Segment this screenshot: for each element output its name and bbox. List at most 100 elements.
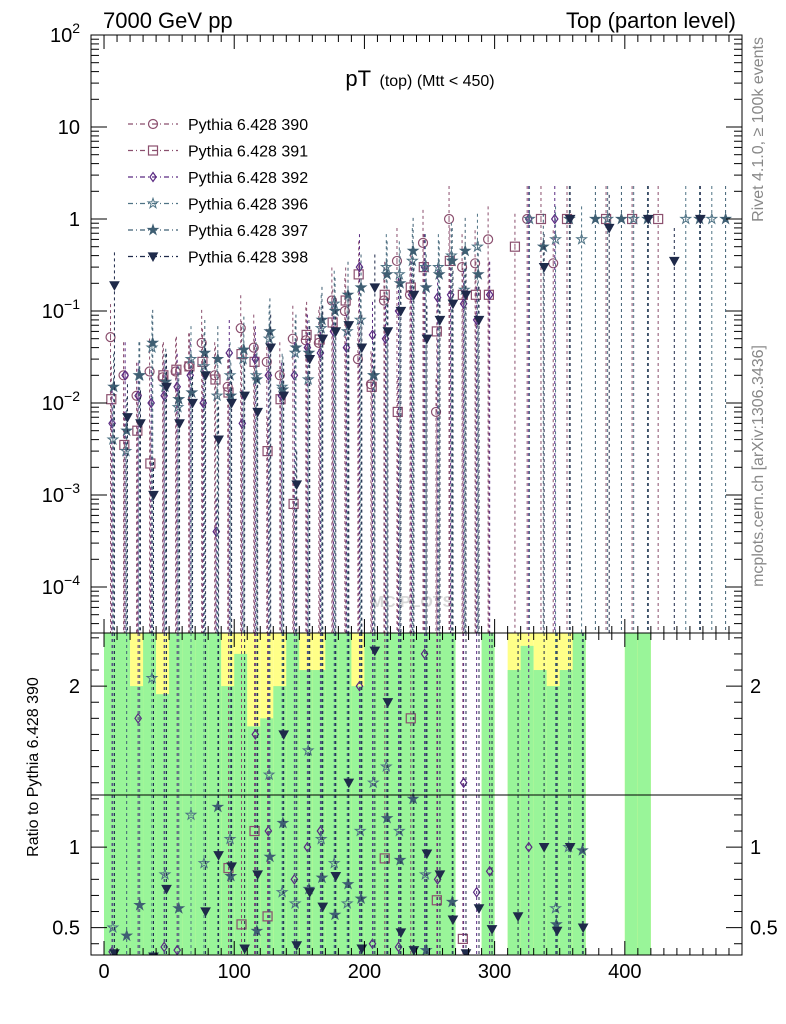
ratio-series-5-point-29 (577, 923, 589, 934)
series-5-point-12 (263, 324, 277, 337)
series-1-point-9 (222, 381, 233, 392)
ratio-series-2-point-4 (251, 728, 260, 740)
ratio-series-5-point-16 (382, 698, 394, 708)
series-1-point-27 (456, 262, 468, 273)
ratio-series-5-point-13 (343, 778, 355, 789)
series-4-point-22 (392, 267, 406, 280)
series-6-point-9 (226, 398, 237, 409)
chart-title: pT (top) (Mtt < 450) (345, 66, 494, 91)
series-6-point-33 (668, 256, 680, 267)
ratio-series-5-point-25 (512, 912, 524, 922)
series-5-point-16 (315, 313, 329, 326)
series-5-point-32 (614, 212, 628, 225)
ratio-series-1-point-2 (249, 825, 260, 837)
legend-label-6: Pythia 6.428 398 (188, 250, 308, 267)
band-green-4 (156, 694, 170, 955)
ratio-series-5-point-1 (148, 952, 159, 955)
series-6-point-13 (278, 391, 290, 402)
series-6-point-17 (330, 327, 342, 337)
series-1-point-14 (287, 333, 298, 344)
ratio-series-2-point-10 (368, 938, 377, 950)
ratio-series-4-point-0 (120, 928, 134, 942)
ratio-series-5-point-20 (434, 870, 446, 881)
series-5-point-21 (380, 267, 394, 280)
series-1-point-5 (170, 366, 181, 377)
series-5-point-22 (393, 276, 407, 289)
y-tick-label-ratio-right-1: 1 (750, 837, 761, 859)
y-tick-label-main-0: 1 (69, 209, 80, 231)
series-2-point-5 (171, 364, 182, 375)
series-1-point-21 (378, 295, 390, 306)
series-3-point-2 (134, 390, 143, 402)
series-1-point-0 (105, 332, 116, 343)
band-green-3 (143, 633, 157, 955)
series-2-point-35 (653, 213, 664, 225)
series-4-point-35 (705, 212, 719, 225)
ratio-series-1-point-1 (236, 919, 247, 930)
legend-item-4: Pythia 6.428 396 (128, 197, 308, 214)
ratio-series-2-point-5 (264, 825, 273, 837)
ratio-series-4-point-15 (406, 792, 420, 805)
series-5-point-9 (224, 388, 238, 402)
ratio-series-2-point-1 (134, 712, 143, 724)
series-1-point-12 (261, 356, 272, 367)
series-6-point-0 (109, 281, 120, 291)
axes-group: 0 100 200 300 400 102 10 1 10−1 10−2 10−3 10−4 0.5 0.… (42, 20, 778, 983)
y-tick-label-main--2: 10−2 (42, 388, 80, 415)
band-green-7 (195, 633, 209, 955)
legend-item-6: Pythia 6.428 398 (128, 250, 308, 267)
legend-marker-1 (147, 118, 159, 130)
series-1 (105, 184, 559, 633)
x-tick-label-200: 200 (348, 961, 381, 983)
series-2-point-11 (249, 356, 260, 367)
series-4-point-12 (262, 331, 276, 345)
y-tick-label-ratio-right-0.5: 0.5 (750, 918, 778, 940)
ratio-series-3-point-17 (418, 867, 432, 880)
series-4-point-31 (575, 232, 589, 245)
ratio-series-3-point-3 (184, 808, 198, 821)
ratio-series-4-point-7 (276, 816, 290, 829)
ratio-series-3-point-13 (353, 824, 367, 837)
series-4-point-18 (340, 324, 354, 337)
ratio-series-3-point-12 (340, 896, 354, 909)
series-4-point-30 (549, 232, 563, 245)
series-1-point-3 (144, 366, 155, 377)
ratio-series-1-point-3 (262, 911, 273, 922)
ratio-series-4-point-5 (250, 924, 264, 937)
band-green-0 (104, 633, 118, 955)
ratio-series-5-point-7 (252, 870, 264, 881)
series-5-point-13 (276, 382, 290, 395)
series-6-point-30 (564, 214, 576, 225)
series-6-point-12 (265, 343, 277, 354)
ratio-series-4-point-17 (445, 895, 459, 908)
ratio-series-5-point-8 (278, 730, 290, 740)
band-green-6 (182, 633, 196, 955)
band-green-9 (221, 686, 235, 955)
series-6-point-21 (382, 327, 394, 337)
ratio-series-4-point-9 (315, 870, 329, 884)
ratio-series-5-point-28 (564, 843, 576, 853)
series-5-point-29 (536, 239, 550, 253)
ratio-series-2-point-6 (290, 873, 299, 885)
series-4-point-28 (470, 239, 484, 253)
series-5-point-15 (302, 346, 316, 359)
ratio-series-5-point-21 (447, 915, 459, 926)
ratio-series-2-point-15 (472, 886, 481, 898)
series-5-point-28 (471, 267, 485, 280)
series-5-point-6 (185, 385, 199, 398)
chart-title-sub: (top) (Mtt < 450) (379, 73, 494, 90)
series-5-point-7 (198, 346, 212, 359)
series-2-point-15 (301, 329, 312, 340)
ratio-series-4 (120, 633, 589, 955)
series-4-point-24 (418, 260, 432, 273)
y-tick-label-ratio-left-0.5: 0.5 (52, 918, 80, 940)
series-2-point-2 (132, 425, 143, 436)
series-2-point-25 (431, 326, 442, 337)
series-2-point-3 (145, 458, 156, 469)
band-green-15 (299, 670, 313, 955)
ratio-series-4-point-6 (263, 850, 277, 863)
mcplots-label: mcplots.cern.ch [arXiv:1306.3436] (750, 345, 767, 587)
series-4-point-17 (327, 296, 341, 310)
series-5-point-25 (432, 267, 446, 280)
series-1-point-18 (339, 305, 350, 317)
